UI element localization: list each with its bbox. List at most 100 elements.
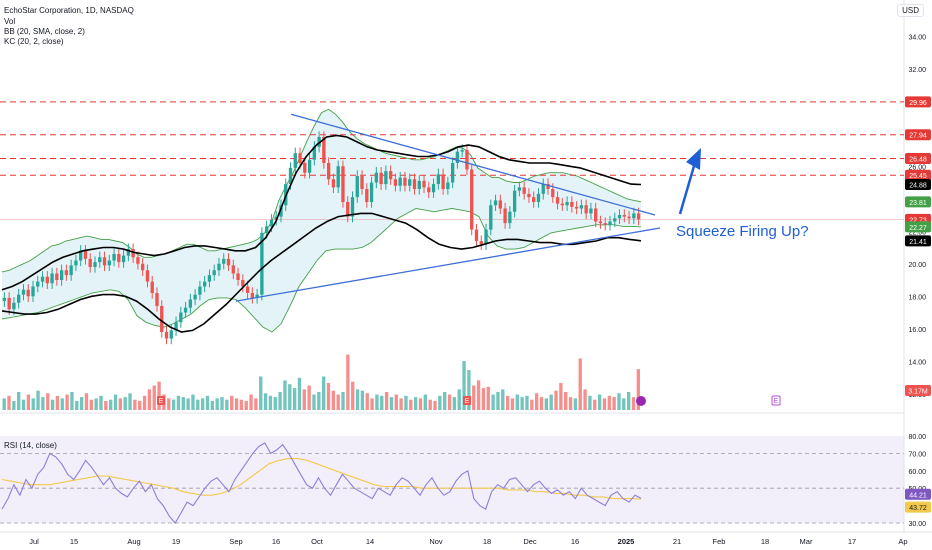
volume-bar: [220, 397, 224, 410]
volume-bar: [418, 398, 423, 410]
volume-bar: [588, 395, 592, 410]
price-label: 24.88: [909, 182, 927, 189]
volume-bar: [55, 395, 60, 410]
price-label: 22.73: [909, 217, 927, 224]
candle: [474, 229, 479, 241]
volume-bar: [288, 384, 292, 410]
volume-bar: [404, 395, 408, 410]
candle: [17, 294, 21, 303]
volume-bar: [394, 394, 398, 410]
volume-bar: [70, 391, 74, 410]
volume-bar: [225, 399, 229, 410]
price-label: 27.94: [909, 133, 927, 140]
candle: [245, 286, 250, 293]
rsi-value-tag: [905, 501, 931, 513]
volume-bar: [384, 391, 389, 410]
candle: [45, 276, 49, 284]
volume-bar: [559, 382, 563, 410]
candle: [527, 193, 531, 198]
candle: [264, 226, 269, 233]
volume-bar: [312, 394, 316, 410]
volume-bar: [50, 399, 55, 410]
candle: [517, 187, 522, 191]
volume-bar: [104, 400, 108, 410]
candle: [632, 213, 636, 219]
price-label: 25.45: [909, 173, 927, 180]
volume-bar: [186, 398, 190, 410]
candle: [374, 172, 379, 183]
volume-bar: [142, 395, 147, 410]
future-earnings-label: E: [774, 398, 779, 405]
candle: [627, 216, 631, 219]
squeeze-arrow-head: [686, 148, 701, 170]
volume-bar: [84, 393, 89, 410]
volume-bar: [268, 395, 273, 410]
candle: [331, 179, 336, 188]
volume-bar: [481, 388, 486, 410]
currency-button[interactable]: USD: [897, 4, 924, 17]
volume-bar: [593, 399, 597, 410]
price-tick-label: 14.00: [908, 359, 926, 366]
price-label: 21.41: [909, 239, 927, 246]
volume-bar: [133, 399, 137, 410]
volume-bar: [355, 389, 360, 410]
time-tick-label: Oct: [311, 537, 324, 546]
candle: [255, 294, 259, 298]
volume-bar: [65, 394, 69, 410]
volume-bar: [196, 399, 200, 410]
candle: [150, 281, 154, 293]
volume-bar: [200, 398, 205, 410]
volume-bar: [443, 391, 447, 410]
candle: [379, 172, 383, 185]
candle: [288, 167, 293, 185]
price-label-tag: [905, 221, 931, 233]
volume-bar: [631, 397, 636, 410]
volume-bar: [167, 398, 171, 410]
candle: [489, 205, 493, 230]
price-label-tag: [905, 385, 931, 396]
candle: [298, 153, 302, 163]
volume-bar: [79, 397, 84, 410]
price-label-tag: [905, 169, 931, 181]
volume-bar: [138, 400, 142, 410]
candle: [589, 208, 593, 214]
volume-bar: [389, 397, 394, 410]
volume-legend: Vol: [4, 17, 16, 26]
volume-bar: [336, 394, 340, 410]
candle: [532, 197, 536, 202]
candle: [40, 276, 45, 282]
time-tick-label: 18: [761, 537, 769, 546]
candle: [551, 189, 555, 198]
volume-bar: [234, 398, 239, 410]
candle: [126, 249, 131, 256]
candle: [303, 163, 307, 173]
keltner-lower: [1, 212, 642, 333]
volume-bar: [505, 395, 510, 410]
volume-bar: [94, 398, 98, 410]
volume-bar: [75, 400, 79, 410]
candle: [179, 312, 183, 323]
candle: [422, 180, 426, 188]
time-tick-label: 17: [848, 537, 856, 546]
candle: [431, 184, 436, 193]
candle: [350, 197, 355, 217]
volume-bar: [564, 391, 568, 410]
candle: [384, 171, 388, 185]
price-tick-label: 26.00: [908, 164, 926, 171]
candle: [141, 263, 145, 271]
rsi-band: [0, 436, 904, 523]
volume-bar: [501, 389, 505, 410]
candle: [560, 203, 564, 206]
volume-bar: [447, 394, 452, 410]
candle: [250, 293, 255, 298]
volume-bar: [457, 389, 461, 410]
volume-bar: [360, 390, 365, 410]
price-label-tag: [905, 152, 931, 164]
price-label-tag: [905, 196, 931, 208]
candle: [450, 163, 455, 183]
candle: [579, 205, 584, 209]
time-tick-label: 14: [366, 537, 374, 546]
candle: [131, 249, 135, 258]
volume-bar: [60, 398, 64, 410]
